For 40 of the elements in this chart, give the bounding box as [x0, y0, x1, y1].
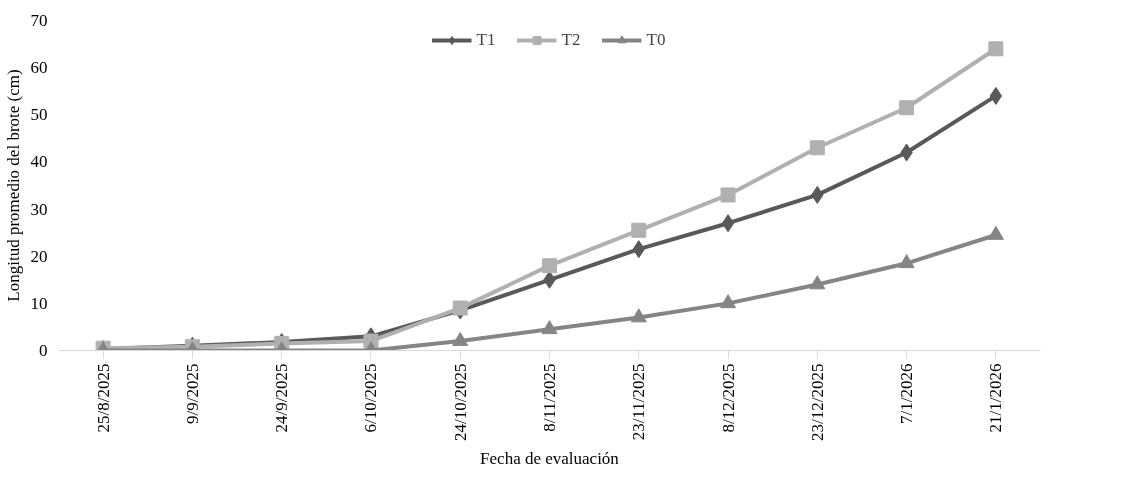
- point: [630, 308, 647, 323]
- x-tick-label: 9/9/2025: [182, 363, 202, 424]
- x-tick-label: 8/11/2025: [540, 363, 559, 432]
- y-tick-label: 50: [30, 105, 48, 125]
- x-axis-title: Fecha de evaluación: [480, 448, 620, 468]
- point: [452, 300, 468, 316]
- x-tick-label: 24/9/2025: [272, 363, 292, 433]
- point: [720, 187, 736, 203]
- point: [809, 140, 825, 156]
- y-tick-label: 20: [30, 246, 48, 266]
- y-tick-label: 70: [30, 11, 48, 30]
- point: [541, 320, 558, 335]
- x-tick-label: 7/1/2026: [897, 363, 917, 424]
- legend-label: T1: [476, 30, 497, 50]
- point: [987, 225, 1004, 240]
- y-tick-label: 0: [39, 341, 48, 360]
- point: [720, 294, 737, 309]
- point: [809, 275, 826, 290]
- point: [988, 41, 1004, 57]
- point: [631, 222, 647, 238]
- point: [989, 86, 1003, 105]
- point: [542, 258, 557, 274]
- x-tick-label: 24/10/2025: [450, 363, 470, 441]
- y-tick-label: 10: [30, 293, 48, 313]
- x-tick-label: 8/12/2025: [718, 363, 738, 433]
- y-axis-title: Longitud promedio del brote (cm): [3, 69, 23, 302]
- y-tick-label: 30: [30, 199, 48, 219]
- y-tick-label: 40: [30, 152, 48, 172]
- y-tick-label: 60: [30, 58, 48, 78]
- x-tick-label: 23/11/2025: [629, 363, 649, 441]
- point: [899, 100, 915, 116]
- point: [452, 331, 469, 346]
- legend-label: T0: [646, 30, 667, 50]
- point: [721, 214, 735, 233]
- x-tick-label: 23/12/2025: [807, 363, 827, 441]
- x-tick-label: 21/1/2026: [986, 363, 1006, 433]
- point: [898, 254, 915, 269]
- x-tick-label: 6/10/2025: [361, 363, 381, 433]
- legend-label: T2: [561, 30, 582, 50]
- x-tick-label: 25/8/2025: [93, 363, 113, 433]
